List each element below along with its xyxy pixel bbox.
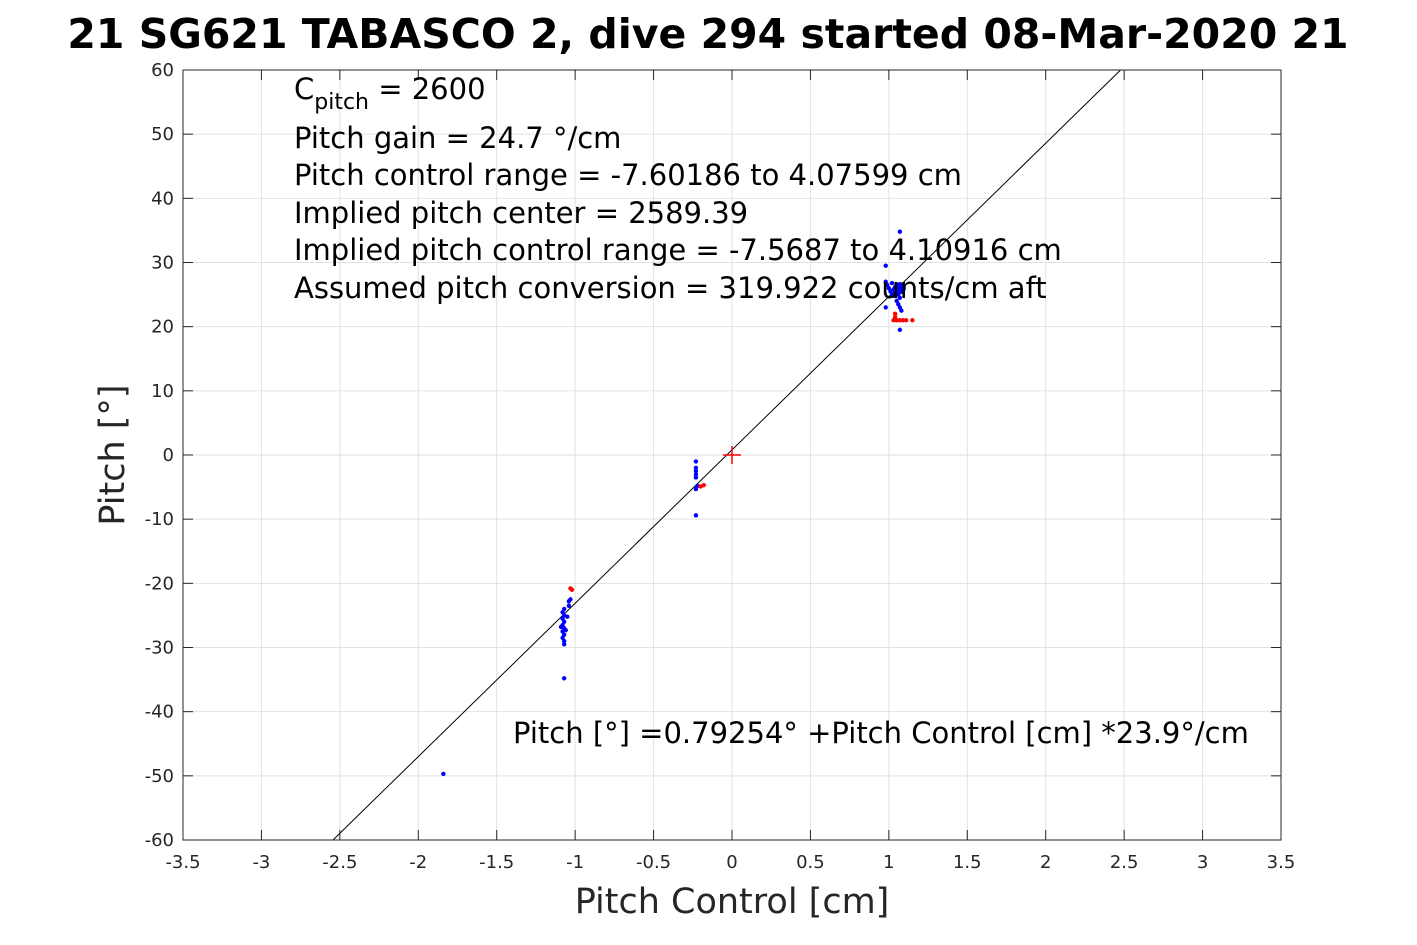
- y-axis-ticks: -60 -50 -40 -30 -20 -10 0 10 20 30 40 50 60: [145, 60, 1281, 851]
- x-tick-label: 3: [1197, 852, 1208, 873]
- y-axis-label: Pitch [°]: [93, 384, 133, 525]
- x-tick-label: 1.5: [953, 852, 982, 873]
- y-tick-label: -10: [145, 509, 174, 530]
- data-point-cluster: [893, 282, 906, 295]
- x-tick-label: 3.5: [1267, 852, 1296, 873]
- data-point-blue: [568, 597, 573, 602]
- y-tick-label: 10: [151, 381, 174, 402]
- y-tick-label: 30: [151, 253, 174, 274]
- y-tick-label: -60: [145, 830, 174, 851]
- center-marker-group: [723, 446, 741, 464]
- data-point-blue: [561, 642, 567, 647]
- c-pitch-base: C: [294, 72, 314, 106]
- assumed-pitch-conversion-annotation: Assumed pitch conversion = 319.922 count…: [294, 271, 1047, 305]
- data-point-blue: [693, 459, 699, 464]
- x-tick-label: -1: [566, 852, 584, 873]
- data-point-blue: [693, 475, 699, 480]
- data-point-blue: [889, 280, 895, 286]
- y-tick-label: -30: [145, 638, 174, 659]
- x-tick-label: -2: [409, 852, 427, 873]
- x-tick-label: 2: [1040, 852, 1051, 873]
- data-point-blue: [899, 308, 904, 313]
- x-tick-label: 2.5: [1110, 852, 1139, 873]
- data-point-blue: [693, 468, 699, 474]
- data-point-red: [900, 318, 906, 323]
- data-point-blue: [897, 229, 903, 234]
- x-tick-label: -3.5: [165, 852, 200, 873]
- y-tick-label: -50: [145, 766, 174, 787]
- data-points: [441, 229, 915, 777]
- data-point-blue: [561, 676, 567, 681]
- x-tick-label: 0.5: [796, 852, 825, 873]
- x-tick-label: 0: [726, 852, 737, 873]
- c-pitch-subscript: pitch: [314, 90, 369, 115]
- data-point-red: [897, 318, 903, 323]
- data-point-blue: [883, 305, 888, 310]
- y-tick-label: 0: [163, 445, 174, 466]
- y-tick-label: 50: [151, 124, 174, 145]
- chart-title: 21 SG621 TABASCO 2, dive 294 started 08-…: [67, 10, 1348, 58]
- data-point-red: [701, 482, 706, 488]
- x-axis-ticks: -3.5 -3 -2.5 -2 -1.5 -1 -0.5 0 0.5 1 1.5 2 2.5 3 3.5: [165, 70, 1295, 873]
- implied-pitch-control-range-annotation: Implied pitch control range = -7.5687 to…: [294, 233, 1062, 267]
- y-tick-label: 20: [151, 317, 174, 338]
- data-point-red: [569, 587, 575, 592]
- x-tick-label: 1: [883, 852, 894, 873]
- x-tick-label: -1.5: [479, 852, 514, 873]
- implied-pitch-center-annotation: Implied pitch center = 2589.39: [294, 196, 748, 230]
- data-point-blue: [883, 263, 888, 268]
- data-point-red: [903, 318, 909, 323]
- data-point-blue: [897, 295, 903, 300]
- y-tick-label: 40: [151, 188, 174, 209]
- c-pitch-value: = 2600: [369, 72, 486, 106]
- x-axis-label: Pitch Control [cm]: [575, 882, 890, 922]
- data-point-blue: [693, 465, 699, 471]
- data-point-red: [892, 314, 898, 320]
- x-tick-label: -0.5: [636, 852, 671, 873]
- c-pitch-annotation: Cpitch = 2600: [294, 72, 486, 115]
- data-point-blue: [441, 771, 446, 777]
- data-point-blue: [897, 327, 903, 333]
- data-point-blue: [558, 624, 564, 630]
- data-point-blue: [563, 627, 568, 633]
- data-point-blue: [693, 513, 699, 518]
- x-tick-label: -2.5: [322, 852, 357, 873]
- data-point-red: [892, 311, 898, 317]
- data-point-blue: [565, 614, 570, 619]
- y-tick-label: -20: [145, 573, 174, 594]
- pitch-control-range-annotation: Pitch control range = -7.60186 to 4.0759…: [294, 158, 962, 192]
- fit-equation-annotation: Pitch [°] =0.79254° +Pitch Control [cm] …: [513, 716, 1249, 750]
- data-point-red: [910, 318, 915, 323]
- y-tick-label: 60: [151, 60, 174, 81]
- pitch-gain-annotation: Pitch gain = 24.7 °/cm: [294, 121, 621, 155]
- data-point-blue: [561, 606, 567, 612]
- data-point-blue: [693, 472, 699, 477]
- data-point-blue: [566, 603, 572, 608]
- x-tick-label: -3: [252, 852, 270, 873]
- y-tick-label: -40: [145, 702, 174, 723]
